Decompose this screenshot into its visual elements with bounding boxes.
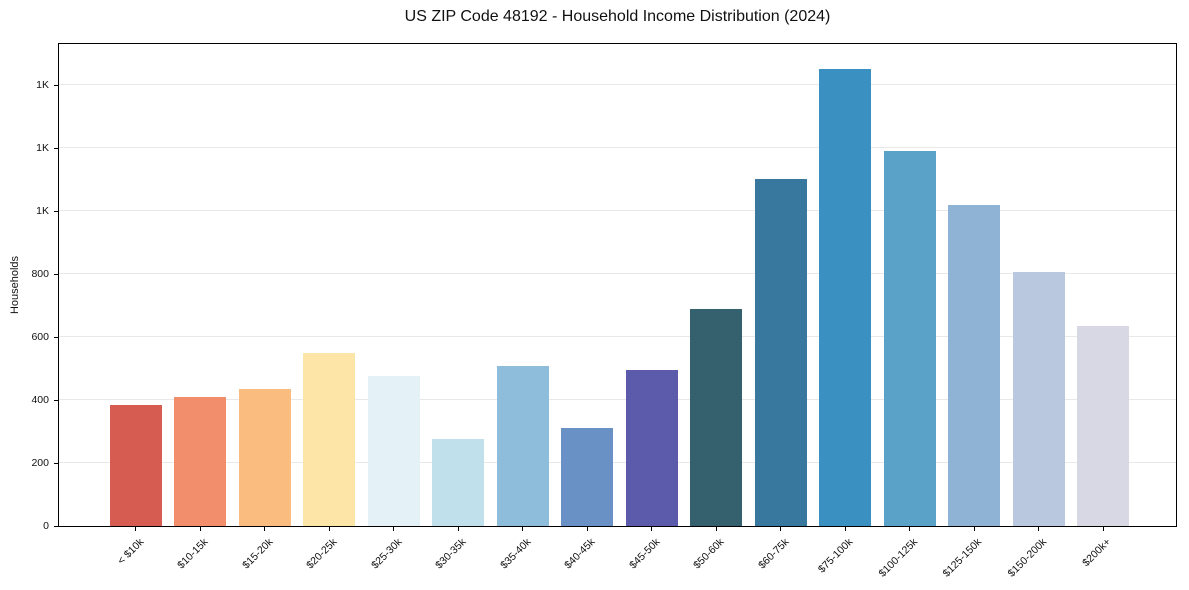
y-tick-label: 600 — [31, 330, 49, 343]
bar — [948, 204, 1000, 526]
bar — [496, 366, 549, 526]
x-tick-mark — [1102, 527, 1104, 531]
x-tick-mark — [909, 527, 910, 531]
bar — [625, 370, 678, 526]
x-tick-mark — [264, 527, 265, 531]
y-tick-mark — [54, 462, 58, 464]
bar — [690, 308, 742, 526]
bar — [174, 396, 226, 526]
x-tick-label: $150-200k — [1005, 536, 1049, 580]
bar — [432, 439, 484, 526]
x-tick-mark — [457, 527, 459, 531]
x-tick-mark — [522, 527, 523, 531]
bar — [303, 352, 355, 526]
y-tick-mark — [54, 147, 58, 149]
x-tick-label: $10-15k — [175, 536, 211, 572]
x-tick-label: $75-100k — [816, 536, 856, 576]
plot-area — [58, 43, 1177, 527]
y-tick-label: 1K — [36, 141, 49, 154]
bar — [1012, 272, 1065, 526]
gridline — [59, 336, 1176, 338]
x-tick-mark — [780, 527, 781, 531]
gridline — [59, 84, 1176, 86]
x-tick-label: $35-40k — [497, 536, 533, 572]
gridline — [59, 210, 1176, 212]
bar — [561, 428, 613, 526]
x-tick-label: $20-25k — [304, 536, 340, 572]
x-tick-label: $60-75k — [755, 536, 791, 572]
x-tick-mark — [651, 527, 652, 531]
x-tick-mark — [715, 527, 717, 531]
x-tick-label: $30-35k — [433, 536, 469, 572]
y-tick-mark — [54, 336, 58, 338]
x-tick-label: $45-50k — [626, 536, 662, 572]
y-tick-label: 1K — [36, 78, 49, 91]
x-tick-label: $125-150k — [940, 536, 985, 580]
bar — [238, 388, 291, 526]
y-tick-mark — [54, 526, 58, 527]
x-tick-label: < $10k — [114, 536, 146, 567]
x-tick-mark — [199, 527, 201, 531]
y-tick-mark — [54, 273, 58, 275]
bar — [819, 69, 871, 526]
y-tick-mark — [54, 84, 58, 86]
bar — [883, 151, 936, 526]
bar — [367, 376, 420, 526]
y-tick-label: 200 — [31, 456, 49, 469]
gridline — [59, 147, 1176, 149]
y-tick-mark — [54, 399, 58, 401]
y-tick-label: 1K — [36, 204, 49, 217]
bar — [1077, 325, 1129, 526]
bar — [754, 179, 807, 526]
x-tick-label: $100-125k — [876, 536, 920, 580]
x-tick-mark — [973, 527, 975, 531]
y-tick-mark — [54, 210, 58, 212]
chart-title: US ZIP Code 48192 - Household Income Dis… — [404, 8, 831, 25]
x-tick-mark — [844, 527, 846, 531]
gridline — [59, 399, 1176, 401]
gridline — [59, 273, 1176, 275]
x-tick-label: $15-20k — [239, 536, 275, 572]
bar — [109, 404, 162, 526]
x-tick-label: $50-60k — [691, 536, 727, 572]
x-tick-label: $200k+ — [1080, 536, 1114, 570]
gridline — [59, 462, 1176, 464]
y-tick-label: 400 — [31, 393, 49, 406]
x-tick-mark — [328, 527, 330, 531]
x-tick-mark — [586, 527, 588, 531]
x-tick-mark — [393, 527, 394, 531]
y-tick-label: 0 — [43, 520, 49, 532]
y-axis-label: Households — [9, 255, 21, 315]
x-tick-mark — [1038, 527, 1039, 531]
y-tick-label: 800 — [31, 267, 49, 280]
x-tick-label: $25-30k — [368, 536, 404, 572]
x-tick-mark — [135, 527, 136, 531]
x-tick-label: $40-45k — [562, 536, 598, 572]
